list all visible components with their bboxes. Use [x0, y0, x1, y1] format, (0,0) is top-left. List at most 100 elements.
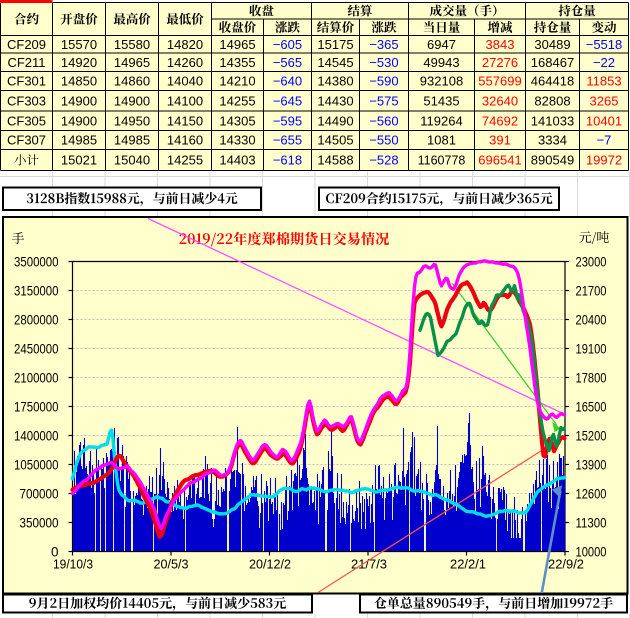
svg-text:557699: 557699 [478, 74, 521, 89]
svg-text:14850: 14850 [61, 74, 97, 89]
svg-text:15580: 15580 [114, 37, 150, 52]
svg-text:−22: −22 [593, 55, 615, 70]
svg-text:3843: 3843 [486, 37, 515, 52]
svg-text:11853: 11853 [586, 74, 621, 89]
svg-text:3265: 3265 [590, 93, 619, 108]
svg-text:22/9/2: 22/9/2 [548, 557, 584, 572]
svg-text:−528: −528 [369, 153, 398, 168]
svg-text:−7: −7 [597, 133, 612, 148]
svg-text:14985: 14985 [61, 133, 97, 148]
svg-text:1081: 1081 [427, 133, 456, 148]
svg-text:74692: 74692 [482, 113, 518, 128]
svg-text:49943: 49943 [423, 55, 459, 70]
svg-text:350000: 350000 [20, 516, 59, 531]
svg-text:22/2/1: 22/2/1 [450, 557, 486, 572]
svg-text:23000: 23000 [576, 255, 607, 270]
svg-text:14210: 14210 [219, 74, 255, 89]
svg-text:−575: −575 [369, 93, 398, 108]
svg-text:21/7/3: 21/7/3 [351, 557, 387, 572]
svg-text:CF211: CF211 [7, 55, 45, 70]
svg-text:168467: 168467 [531, 55, 574, 70]
svg-text:−655: −655 [273, 133, 302, 148]
svg-text:141033: 141033 [531, 113, 574, 128]
svg-text:14330: 14330 [219, 133, 255, 148]
svg-text:14965: 14965 [114, 55, 150, 70]
svg-text:11300: 11300 [576, 516, 607, 531]
svg-text:15040: 15040 [114, 153, 150, 168]
svg-text:20/5/3: 20/5/3 [154, 557, 189, 572]
svg-text:3500000: 3500000 [14, 255, 59, 270]
svg-text:464418: 464418 [531, 74, 574, 89]
svg-text:−618: −618 [273, 153, 302, 168]
svg-text:−605: −605 [273, 37, 302, 52]
svg-text:10401: 10401 [586, 113, 622, 128]
svg-text:14380: 14380 [317, 74, 353, 89]
svg-text:−645: −645 [273, 93, 302, 108]
svg-text:0: 0 [51, 545, 59, 560]
svg-text:14860: 14860 [114, 74, 150, 89]
svg-text:14965: 14965 [219, 37, 255, 52]
svg-text:32640: 32640 [482, 93, 518, 108]
svg-text:−530: −530 [369, 55, 398, 70]
svg-text:−595: −595 [273, 113, 302, 128]
svg-text:51435: 51435 [423, 93, 459, 108]
svg-text:14920: 14920 [61, 55, 97, 70]
svg-text:CF305: CF305 [7, 113, 46, 128]
svg-text:−560: −560 [369, 113, 398, 128]
svg-text:14403: 14403 [219, 153, 255, 168]
svg-text:20/12/2: 20/12/2 [249, 557, 291, 572]
svg-text:14355: 14355 [219, 55, 255, 70]
svg-text:14588: 14588 [317, 153, 353, 168]
svg-text:6947: 6947 [427, 37, 456, 52]
svg-text:CF303: CF303 [7, 93, 46, 108]
svg-text:CF209: CF209 [7, 37, 46, 52]
svg-text:14820: 14820 [167, 37, 203, 52]
svg-text:30489: 30489 [534, 37, 570, 52]
svg-text:14950: 14950 [114, 113, 150, 128]
svg-text:1750000: 1750000 [14, 400, 59, 415]
svg-text:14260: 14260 [167, 55, 203, 70]
svg-text:3334: 3334 [538, 133, 567, 148]
svg-text:700000: 700000 [20, 487, 59, 502]
svg-text:CF307: CF307 [7, 133, 46, 148]
svg-text:−550: −550 [369, 133, 398, 148]
svg-text:−365: −365 [369, 37, 398, 52]
svg-text:2800000: 2800000 [14, 313, 59, 328]
svg-text:19972: 19972 [586, 153, 622, 168]
svg-text:19100: 19100 [576, 342, 607, 357]
svg-text:391: 391 [489, 133, 511, 148]
svg-text:17800: 17800 [576, 371, 607, 386]
svg-text:−590: −590 [369, 74, 398, 89]
svg-text:10000: 10000 [576, 545, 607, 560]
svg-text:19/10/3: 19/10/3 [53, 557, 93, 572]
svg-text:27276: 27276 [482, 55, 518, 70]
svg-text:119264: 119264 [420, 113, 462, 128]
svg-text:14040: 14040 [167, 74, 203, 89]
svg-text:13900: 13900 [576, 458, 607, 473]
svg-text:14545: 14545 [317, 55, 353, 70]
svg-text:14900: 14900 [114, 93, 150, 108]
svg-text:15570: 15570 [61, 37, 97, 52]
svg-text:CF301: CF301 [7, 74, 46, 89]
svg-text:−565: −565 [273, 55, 302, 70]
svg-text:890549: 890549 [531, 153, 574, 168]
svg-text:12600: 12600 [576, 487, 607, 502]
svg-text:14505: 14505 [317, 133, 353, 148]
svg-text:82808: 82808 [534, 93, 570, 108]
svg-text:14985: 14985 [114, 133, 150, 148]
svg-text:−640: −640 [273, 74, 302, 89]
svg-text:14900: 14900 [61, 113, 97, 128]
svg-text:14160: 14160 [167, 133, 203, 148]
svg-text:932108: 932108 [420, 74, 463, 89]
svg-text:1050000: 1050000 [14, 458, 59, 473]
svg-text:696541: 696541 [478, 153, 521, 168]
svg-text:14490: 14490 [317, 113, 353, 128]
svg-text:14255: 14255 [219, 93, 255, 108]
svg-text:15175: 15175 [317, 37, 353, 52]
svg-text:−5518: −5518 [586, 37, 623, 52]
svg-text:3150000: 3150000 [14, 284, 59, 299]
svg-text:14430: 14430 [317, 93, 353, 108]
svg-text:14100: 14100 [167, 93, 203, 108]
svg-text:14255: 14255 [167, 153, 203, 168]
svg-text:15200: 15200 [576, 429, 607, 444]
